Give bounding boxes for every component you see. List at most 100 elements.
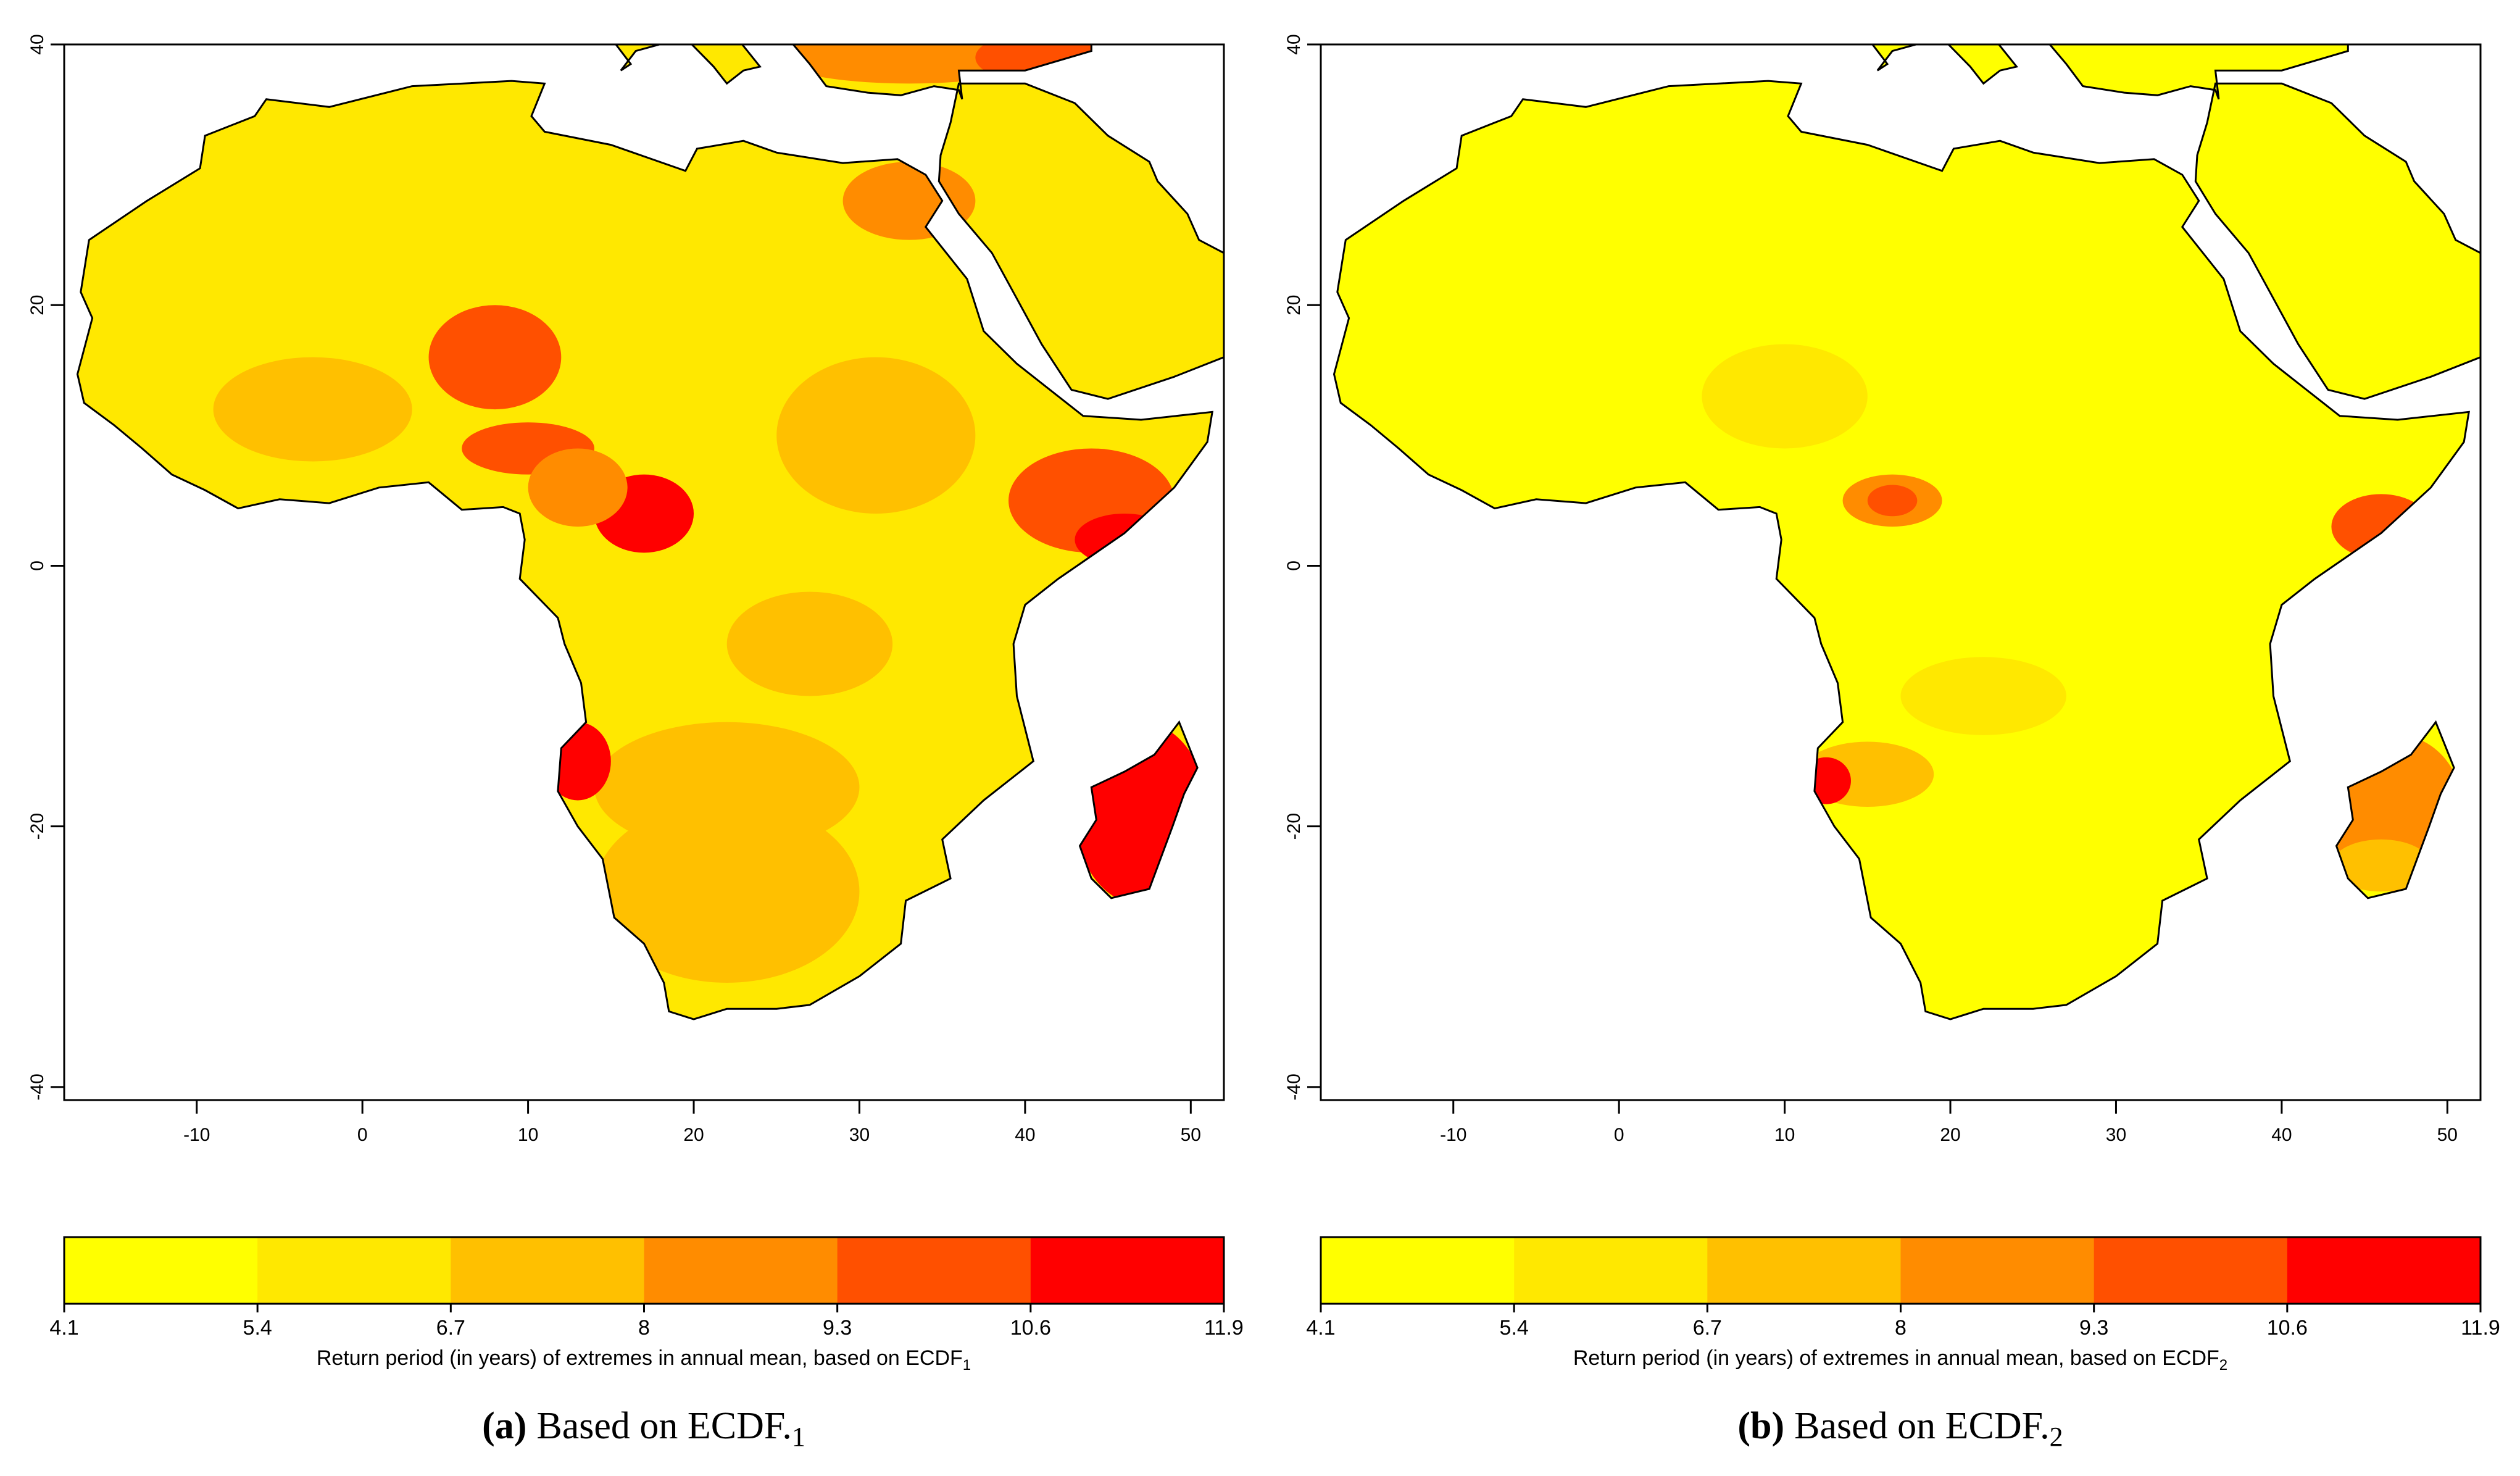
b-region-angola-shore (1801, 757, 1851, 804)
a-x-tick-label: 10 (518, 1125, 538, 1145)
a-colorbar-bin (1030, 1237, 1225, 1304)
a-x-tick-label: 20 (683, 1125, 704, 1145)
b-colorbar-bin (1707, 1237, 1901, 1304)
b-region-angola-corridor (1900, 657, 2066, 735)
a-region-southern-africa (594, 800, 860, 983)
a-europe-land (205, 44, 760, 84)
a-region-sudan (776, 357, 976, 514)
a-y-tick-label: -40 (27, 1074, 48, 1100)
a-y-tick-label: 40 (27, 34, 48, 54)
b-colorbar-bin (1900, 1237, 2095, 1304)
panel-b-caption: (b) Based on ECDF.2 (1737, 1405, 2063, 1452)
a-y-tick-label: -20 (27, 813, 48, 840)
panel-b-colorbar-label: Return period (in years) of extremes in … (1573, 1346, 2227, 1374)
panel-a-frame (63, 43, 1225, 1101)
b-coast-line (1333, 80, 2471, 1020)
a-x-tick-label: 50 (1181, 1125, 1201, 1145)
a-region-angola-coast (544, 722, 611, 801)
b-y-tick-label: 0 (1284, 561, 1304, 571)
b-colorbar-bin (1514, 1237, 1708, 1304)
b-colorbar-bin (2094, 1237, 2288, 1304)
a-coast-line-europe (205, 44, 762, 85)
panel-b-map: -10 0 10 20 30 40 50 -40 -20 0 20 40 4.1 5.4 6.7 8 9.3… (1284, 34, 2500, 1452)
panel-a-colorbar: 4.1 5.4 6.7 8 9.3 10.6 11.9 (49, 1236, 1244, 1340)
b-y-tick-label: -20 (1284, 813, 1304, 840)
b-x-tick-label: 10 (1774, 1125, 1795, 1145)
a-colorbar-tick-label: 10.6 (1010, 1316, 1051, 1340)
b-colorbar-tick-label: 5.4 (1500, 1316, 1529, 1340)
a-coast-line (792, 44, 1092, 100)
b-region-central-sahel (1702, 344, 1868, 449)
b-turkey-land (2050, 44, 2348, 99)
b-europe-land (1462, 44, 2017, 84)
panel-a-caption: (a) Based on ECDF.1 (482, 1405, 805, 1452)
b-y-tick-label: 20 (1284, 295, 1304, 315)
a-colorbar-tick-label: 6.7 (436, 1316, 465, 1340)
b-coast-line (2194, 82, 2480, 400)
a-x-tick-label: 0 (357, 1125, 368, 1145)
a-region-caucasus (975, 44, 1108, 84)
b-arabia-land (2195, 83, 2480, 399)
a-coast-line (76, 80, 1214, 1020)
b-colorbar-tick-label: 8 (1895, 1316, 1907, 1340)
a-coast-line (938, 82, 1224, 400)
a-colorbar-bin (644, 1237, 838, 1304)
a-colorbar-tick-label: 4.1 (49, 1316, 78, 1340)
a-region-kalahari (594, 722, 860, 853)
b-x-tick-label: 40 (2271, 1125, 2292, 1145)
a-colorbar-bin (451, 1237, 644, 1304)
a-colorbar-bin (64, 1237, 258, 1304)
b-region-somalia-coast (2331, 494, 2431, 559)
b-region-madagascar-south (2331, 839, 2431, 892)
panel-b-land-fill (1334, 44, 2480, 1020)
b-x-tick-label: 20 (1940, 1125, 1960, 1145)
panel-b-coastline (1333, 44, 2480, 1020)
panel-b-heat-regions (1702, 344, 2464, 892)
a-x-tick-label: 40 (1015, 1125, 1035, 1145)
a-colorbar-tick-label: 8 (638, 1316, 650, 1340)
panel-b-y-axis: -40 -20 0 20 40 (1284, 34, 1321, 1101)
b-colorbar-bin (2287, 1237, 2481, 1304)
panel-a-x-axis: -10 0 10 20 30 40 50 (183, 1100, 1201, 1145)
panel-a-y-axis: -40 -20 0 20 40 (27, 34, 64, 1101)
a-arabia-land (939, 83, 1224, 399)
a-y-tick-label: 20 (27, 295, 48, 315)
b-x-tick-label: 30 (2106, 1125, 2126, 1145)
panel-b-frame (1320, 43, 2482, 1101)
b-colorbar-bin (1321, 1237, 1515, 1304)
a-region-air-mountains (428, 305, 562, 410)
b-coast-line (2335, 720, 2455, 899)
a-colorbar-bin (837, 1237, 1031, 1304)
panel-b-colorbar: 4.1 5.4 6.7 8 9.3 10.6 11.9 (1306, 1236, 2500, 1340)
panel-a-coastline (76, 44, 1224, 1020)
a-coast-line (1078, 720, 1199, 899)
b-region-chad-border (1867, 485, 1918, 517)
b-x-tick-label: 50 (2437, 1125, 2458, 1145)
a-region-sahel-west (213, 357, 412, 462)
a-region-egypt-sinai (842, 162, 976, 240)
b-x-tick-label: 0 (1614, 1125, 1624, 1145)
b-y-tick-label: 40 (1284, 34, 1304, 54)
a-colorbar-tick-label: 5.4 (243, 1316, 272, 1340)
a-x-tick-label: -10 (183, 1125, 210, 1145)
b-coast-line (2048, 44, 2349, 100)
panel-a-colorbar-label: Return period (in years) of extremes in … (317, 1346, 971, 1374)
b-x-tick-label: -10 (1440, 1125, 1466, 1145)
b-africa-land (1334, 81, 2469, 1020)
panel-a-map: -10 0 10 20 30 40 50 -40 -20 0 20 40 4.1 5.4 6.7 8 9.3… (27, 34, 1244, 1452)
b-colorbar-tick-label: 6.7 (1693, 1316, 1722, 1340)
b-y-tick-label: -40 (1284, 1074, 1304, 1100)
b-colorbar-tick-label: 4.1 (1306, 1316, 1335, 1340)
b-colorbar-tick-label: 10.6 (2267, 1316, 2308, 1340)
a-colorbar-tick-label: 11.9 (1204, 1316, 1244, 1340)
a-region-cameroon (528, 448, 628, 527)
a-colorbar-bin (257, 1237, 451, 1304)
b-colorbar-tick-label: 11.9 (2461, 1316, 2500, 1340)
a-x-tick-label: 30 (849, 1125, 870, 1145)
b-coast-line-europe (1462, 44, 2019, 85)
a-colorbar-tick-label: 9.3 (823, 1316, 852, 1340)
a-y-tick-label: 0 (27, 561, 48, 571)
a-region-congo-corridor (726, 591, 893, 696)
b-colorbar-tick-label: 9.3 (2079, 1316, 2108, 1340)
